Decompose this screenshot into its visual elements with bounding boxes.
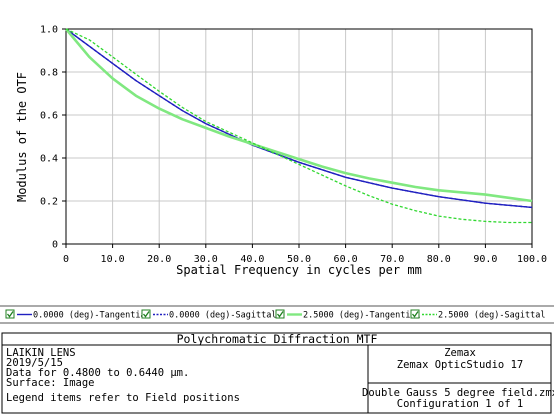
- y-axis-ticks: 0 0.2 0.4 0.6 0.8 1.0: [40, 25, 66, 251]
- x-tick-label: 40.0: [240, 254, 264, 265]
- configuration-label: Configuration 1 of 1: [397, 398, 523, 410]
- legend-item-3: 2.5000 (deg)-Tangential: [275, 309, 421, 321]
- legend-checkbox: [5, 309, 15, 319]
- x-tick-label: 100.0: [517, 254, 547, 265]
- y-tick-label: 0.6: [40, 111, 58, 122]
- series-layer: [65, 28, 533, 224]
- legend-checkbox: [410, 309, 420, 319]
- check-icon: [411, 311, 419, 318]
- software-vendor: Zemax: [444, 347, 476, 359]
- legend-label: 0.0000 (deg)-Sagittal: [169, 311, 276, 321]
- footer-panel: Polychromatic Diffraction MTF LAIKIN LEN…: [1, 332, 554, 414]
- file-name: Double Gauss 5 degree field.zmx: [362, 387, 554, 399]
- report-date: 2019/5/15: [6, 357, 63, 369]
- legend-label: 2.5000 (deg)-Sagittal: [438, 311, 545, 321]
- plot-area: [65, 28, 533, 245]
- report-title: Polychromatic Diffraction MTF: [177, 332, 378, 346]
- y-tick-label: 0.4: [40, 154, 58, 165]
- footer-frame: [1, 332, 552, 414]
- x-tick-label: 20.0: [147, 254, 171, 265]
- vertical-gridlines: [112, 29, 486, 244]
- y-axis-title: Modulus of the OTF: [15, 72, 29, 202]
- software-name: Zemax OpticStudio 17: [397, 359, 523, 371]
- surface-label: Surface: Image: [6, 377, 95, 389]
- legend-checkbox: [141, 309, 151, 319]
- x-axis-title: Spatial Frequency in cycles per mm: [176, 263, 422, 277]
- y-tick-label: 0.8: [40, 68, 58, 79]
- check-icon: [142, 311, 150, 318]
- x-tick-label: 10.0: [101, 254, 125, 265]
- x-tick-label: 60.0: [334, 254, 358, 265]
- wavelength-range: Data for 0.4800 to 0.6440 µm.: [6, 367, 189, 379]
- y-tick-label: 1.0: [40, 25, 58, 36]
- legend-note: Legend items refer to Field positions: [6, 392, 240, 404]
- lens-name: LAIKIN LENS: [6, 347, 76, 359]
- legend: 0.0000 (deg)-Tangential 0.0000 (deg)-Sagi…: [0, 305, 554, 324]
- x-tick-label: 70.0: [380, 254, 404, 265]
- legend-label: 2.5000 (deg)-Tangential: [303, 311, 421, 321]
- legend-item-1: 0.0000 (deg)-Tangential: [5, 309, 151, 321]
- series-line-2: [65, 28, 533, 209]
- x-tick-label: 90.0: [473, 254, 497, 265]
- legend-item-4: 2.5000 (deg)-Sagittal: [410, 309, 545, 321]
- check-icon: [276, 311, 284, 318]
- series-line-3: [65, 28, 533, 203]
- y-tick-label: 0.2: [40, 197, 58, 208]
- series-line-4: [65, 28, 532, 224]
- legend-checkbox: [275, 309, 285, 319]
- check-icon: [6, 311, 14, 318]
- x-tick-label: 50.0: [287, 254, 311, 265]
- legend-item-2: 0.0000 (deg)-Sagittal: [141, 309, 276, 321]
- x-tick-label: 30.0: [194, 254, 218, 265]
- x-tick-label: 0: [63, 254, 69, 265]
- x-axis-ticks: 0 10.0 20.0 30.0 40.0 50.0 60.0 70.0 80.0 90.0 100…: [63, 244, 547, 265]
- y-tick-label: 0: [52, 240, 58, 251]
- x-tick-label: 80.0: [427, 254, 451, 265]
- legend-label: 0.0000 (deg)-Tangential: [33, 311, 151, 321]
